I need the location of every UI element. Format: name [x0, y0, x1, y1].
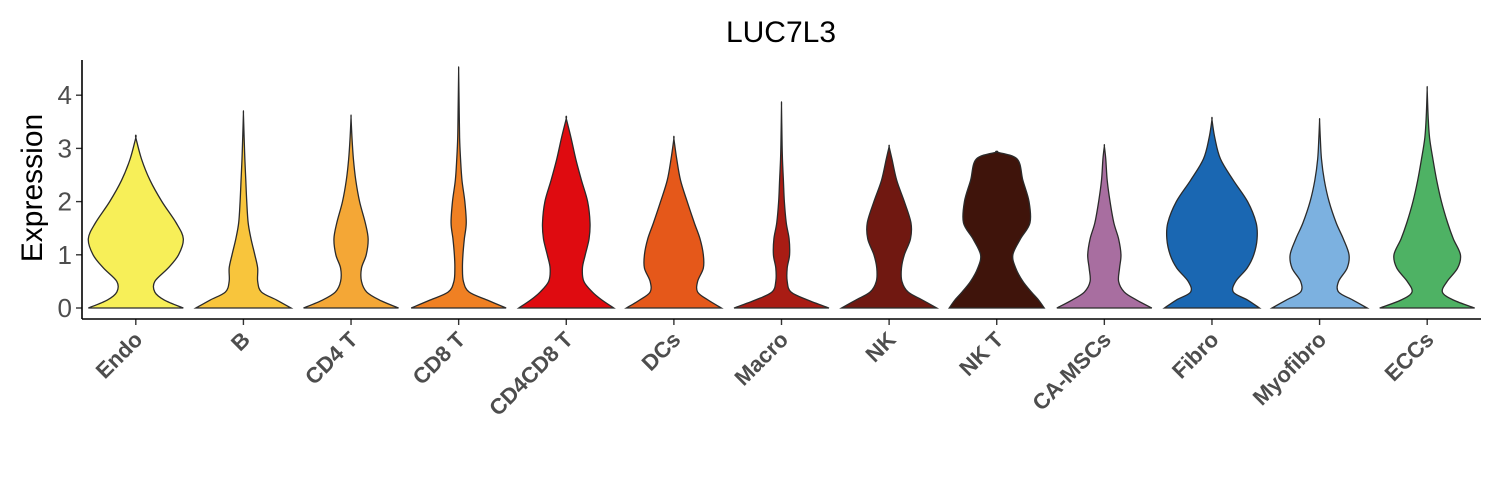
- violin-macro: [733, 101, 830, 309]
- x-tick-label: Fibro: [1167, 327, 1224, 384]
- violin-ca-mscs: [1056, 144, 1153, 309]
- x-tick-label: Macro: [730, 327, 793, 390]
- violin-eccs: [1379, 85, 1475, 309]
- violin-cd8-t: [410, 66, 507, 309]
- x-tick-label: NK T: [954, 326, 1008, 380]
- x-tick-label: CD4 T: [300, 326, 363, 389]
- violin-nk: [839, 144, 940, 309]
- y-axis-ticks: 0 1 2 3 4: [58, 80, 82, 323]
- x-tick-label: CD4CD8 T: [484, 326, 578, 420]
- x-axis-ticks: Endo B CD4 T CD8 T CD4CD8 T DCs Macro NK NK T CA-…: [91, 319, 1439, 421]
- x-tick-label: Myofibro: [1248, 327, 1331, 410]
- violin-nk-t: [947, 150, 1046, 309]
- x-tick-label: CD8 T: [408, 326, 471, 389]
- violin-myofibro: [1269, 117, 1370, 309]
- violin-fibro: [1162, 116, 1262, 309]
- x-tick-label: ECCs: [1380, 327, 1439, 386]
- y-tick-label: 2: [58, 187, 72, 217]
- x-tick-label: DCs: [637, 327, 686, 376]
- y-axis-label: Expression: [16, 114, 49, 262]
- violin-cd4cd8-t: [516, 115, 616, 309]
- x-tick-label: Endo: [91, 327, 148, 384]
- y-tick-label: 1: [58, 240, 72, 270]
- y-tick-label: 0: [58, 293, 72, 323]
- y-tick-label: 4: [58, 80, 72, 110]
- y-tick-label: 3: [58, 133, 72, 163]
- violin-b: [193, 110, 294, 309]
- violin-endo: [87, 134, 184, 309]
- x-tick-label: B: [226, 327, 255, 356]
- violin-dcs: [624, 135, 724, 309]
- violins-group: [87, 66, 1475, 309]
- x-tick-label: CA-MSCs: [1027, 327, 1116, 416]
- chart-title: LUC7L3: [726, 16, 836, 49]
- x-tick-label: NK: [861, 327, 901, 367]
- violin-cd4-t: [303, 114, 399, 309]
